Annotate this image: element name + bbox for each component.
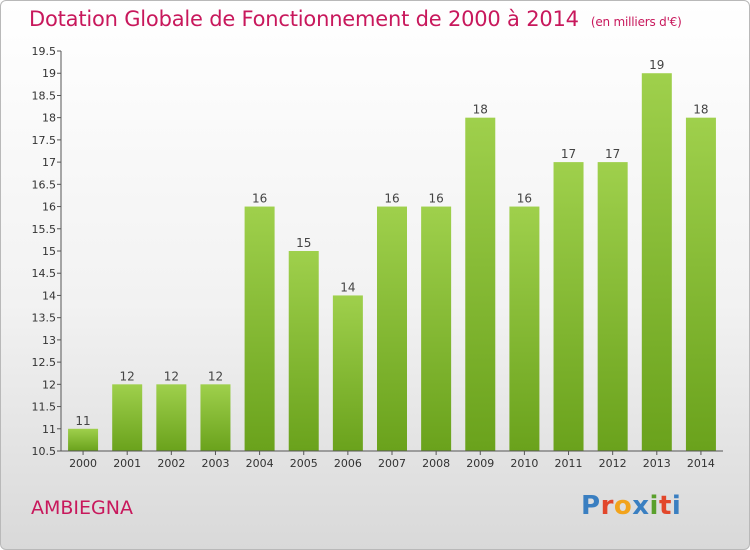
- commune-name: AMBIEGNA: [31, 497, 133, 519]
- chart-subtitle: (en milliers d'€): [590, 15, 682, 29]
- chart-title-text: Dotation Globale de Fonctionnement de 20…: [29, 7, 579, 31]
- logo-letter: i: [671, 491, 682, 521]
- x-tick-label: 2007: [378, 457, 406, 470]
- logo-letter: r: [600, 491, 614, 521]
- bar-value-label: 11: [75, 414, 90, 428]
- x-tick-label: 2008: [422, 457, 450, 470]
- bar-value-label: 16: [428, 192, 443, 206]
- bar-2004: [244, 206, 275, 451]
- bar-value-label: 18: [693, 103, 708, 117]
- y-tick-label: 12: [42, 378, 56, 391]
- bar-value-label: 16: [384, 192, 399, 206]
- logo-letter: P: [581, 491, 601, 521]
- y-tick-label: 18.5: [32, 89, 57, 102]
- bar-2001: [112, 384, 143, 451]
- bar-2013: [641, 73, 672, 451]
- proxiti-logo: Proxiti: [581, 491, 681, 521]
- x-tick-label: 2002: [157, 457, 185, 470]
- logo-letter: x: [632, 491, 650, 521]
- y-tick-label: 16: [42, 201, 56, 214]
- y-tick-label: 13: [42, 334, 56, 347]
- bar-value-label: 12: [120, 369, 135, 383]
- y-tick-label: 10.5: [32, 445, 57, 458]
- bar-2009: [465, 117, 496, 452]
- bar-2012: [597, 162, 628, 451]
- bar-value-label: 18: [473, 103, 488, 117]
- x-tick-label: 2011: [555, 457, 583, 470]
- bar-2010: [509, 206, 540, 451]
- y-tick-label: 14: [42, 289, 56, 302]
- bar-2014: [685, 117, 716, 452]
- bar-value-label: 12: [208, 369, 223, 383]
- y-tick-label: 19: [42, 67, 56, 80]
- x-tick-label: 2001: [113, 457, 141, 470]
- y-tick-label: 12.5: [32, 356, 57, 369]
- bar-value-label: 15: [296, 236, 311, 250]
- bar-value-label: 16: [252, 192, 267, 206]
- y-tick-label: 11.5: [32, 401, 57, 414]
- x-tick-label: 2014: [687, 457, 715, 470]
- bar-value-label: 17: [561, 147, 576, 161]
- bar-value-label: 14: [340, 280, 355, 294]
- x-tick-label: 2006: [334, 457, 362, 470]
- bar-2008: [421, 206, 452, 451]
- bar-value-label: 17: [605, 147, 620, 161]
- y-tick-label: 13.5: [32, 312, 57, 325]
- y-tick-label: 18: [42, 112, 56, 125]
- bar-value-label: 19: [649, 58, 664, 72]
- x-tick-label: 2013: [643, 457, 671, 470]
- bar-2011: [553, 162, 584, 451]
- x-tick-label: 2012: [599, 457, 627, 470]
- bar-2006: [332, 295, 363, 451]
- bar-2000: [68, 428, 99, 451]
- y-tick-label: 17.5: [32, 134, 57, 147]
- y-tick-label: 15.5: [32, 223, 57, 236]
- bar-2003: [200, 384, 231, 451]
- bar-2005: [288, 251, 319, 451]
- logo-letter: t: [658, 491, 672, 521]
- y-tick-label: 19.5: [32, 45, 57, 58]
- bar-2002: [156, 384, 187, 451]
- x-tick-label: 2010: [510, 457, 538, 470]
- bar-2007: [377, 206, 407, 451]
- y-tick-label: 16.5: [32, 178, 57, 191]
- x-tick-label: 2003: [201, 457, 229, 470]
- y-tick-label: 15: [42, 245, 56, 258]
- y-tick-label: 11: [42, 423, 56, 436]
- x-tick-label: 2005: [290, 457, 318, 470]
- x-tick-label: 2000: [69, 457, 97, 470]
- x-tick-label: 2009: [466, 457, 494, 470]
- bar-value-label: 12: [164, 369, 179, 383]
- x-tick-label: 2004: [246, 457, 274, 470]
- logo-letter: i: [649, 491, 659, 521]
- bar-value-label: 16: [517, 192, 532, 206]
- y-tick-label: 17: [42, 156, 56, 169]
- chart-title: Dotation Globale de Fonctionnement de 20…: [29, 7, 682, 31]
- logo-letter: o: [613, 491, 633, 521]
- y-tick-label: 14.5: [32, 267, 57, 280]
